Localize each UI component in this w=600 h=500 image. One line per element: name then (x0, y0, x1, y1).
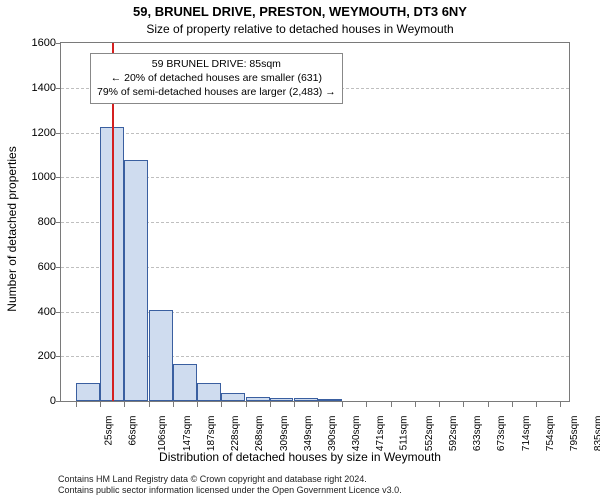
y-tick-label: 1000 (16, 171, 56, 183)
x-tick-mark (536, 401, 537, 407)
x-tick-label: 147sqm (182, 416, 193, 452)
y-tick-mark (56, 177, 61, 178)
callout-box: 59 BRUNEL DRIVE: 85sqm ← 20% of detached… (90, 53, 343, 104)
x-tick-label: 592sqm (448, 416, 459, 452)
x-axis-label: Distribution of detached houses by size … (0, 450, 600, 464)
x-tick-label: 633sqm (472, 416, 483, 452)
x-tick-mark (560, 401, 561, 407)
histogram-bar (318, 399, 342, 401)
x-tick-label: 471sqm (376, 416, 387, 452)
x-tick-mark (488, 401, 489, 407)
gridline (61, 133, 569, 134)
x-tick-mark (221, 401, 222, 407)
histogram-bar (124, 160, 148, 401)
chart-title-line2: Size of property relative to detached ho… (0, 22, 600, 36)
x-tick-mark (270, 401, 271, 407)
x-tick-label: 309sqm (279, 416, 290, 452)
histogram-bar (76, 383, 100, 401)
y-tick-label: 1600 (16, 37, 56, 49)
x-tick-label: 349sqm (303, 416, 314, 452)
x-tick-mark (391, 401, 392, 407)
x-tick-label: 187sqm (206, 416, 217, 452)
x-tick-mark (76, 401, 77, 407)
x-tick-mark (415, 401, 416, 407)
x-tick-mark (463, 401, 464, 407)
y-tick-label: 1200 (16, 127, 56, 139)
x-tick-label: 228sqm (230, 416, 241, 452)
credit-line1: Contains HM Land Registry data © Crown c… (58, 474, 588, 485)
x-tick-mark (439, 401, 440, 407)
x-tick-mark (294, 401, 295, 407)
x-tick-mark (246, 401, 247, 407)
x-tick-label: 714sqm (521, 416, 532, 452)
x-tick-label: 673sqm (496, 416, 507, 452)
y-tick-label: 800 (16, 216, 56, 228)
x-tick-mark (512, 401, 513, 407)
histogram-bar (149, 310, 173, 401)
histogram-bar (173, 364, 197, 401)
x-tick-label: 66sqm (128, 416, 139, 446)
y-tick-mark (56, 356, 61, 357)
x-tick-mark (197, 401, 198, 407)
y-tick-mark (56, 401, 61, 402)
callout-line3: 79% of semi-detached houses are larger (… (97, 85, 336, 99)
histogram-bar (197, 383, 221, 401)
x-tick-mark (342, 401, 343, 407)
x-tick-label: 25sqm (103, 416, 114, 446)
chart-title-line1: 59, BRUNEL DRIVE, PRESTON, WEYMOUTH, DT3… (0, 4, 600, 19)
y-tick-mark (56, 43, 61, 44)
x-tick-label: 106sqm (157, 416, 168, 452)
y-tick-label: 400 (16, 306, 56, 318)
y-tick-mark (56, 133, 61, 134)
x-tick-label: 795sqm (569, 416, 580, 452)
x-tick-label: 835sqm (593, 416, 600, 452)
y-tick-label: 200 (16, 350, 56, 362)
credit-text: Contains HM Land Registry data © Crown c… (58, 474, 588, 497)
callout-line1: 59 BRUNEL DRIVE: 85sqm (97, 57, 336, 71)
callout-line2: ← 20% of detached houses are smaller (63… (97, 71, 336, 85)
y-tick-mark (56, 312, 61, 313)
y-tick-label: 1400 (16, 82, 56, 94)
x-tick-label: 390sqm (327, 416, 338, 452)
x-tick-mark (149, 401, 150, 407)
histogram-bar (246, 397, 270, 401)
x-tick-mark (173, 401, 174, 407)
x-tick-label: 430sqm (351, 416, 362, 452)
credit-line2: Contains public sector information licen… (58, 485, 588, 496)
x-tick-mark (366, 401, 367, 407)
x-tick-label: 754sqm (545, 416, 556, 452)
histogram-bar (221, 393, 245, 401)
x-tick-label: 268sqm (254, 416, 265, 452)
x-tick-mark (100, 401, 101, 407)
x-tick-mark (124, 401, 125, 407)
x-tick-label: 511sqm (399, 416, 410, 451)
histogram-bar (270, 398, 294, 401)
y-tick-mark (56, 267, 61, 268)
y-tick-label: 0 (16, 395, 56, 407)
histogram-bar (294, 398, 318, 401)
y-tick-mark (56, 222, 61, 223)
x-tick-mark (318, 401, 319, 407)
x-tick-label: 552sqm (424, 416, 435, 452)
y-tick-label: 600 (16, 261, 56, 273)
y-tick-mark (56, 88, 61, 89)
